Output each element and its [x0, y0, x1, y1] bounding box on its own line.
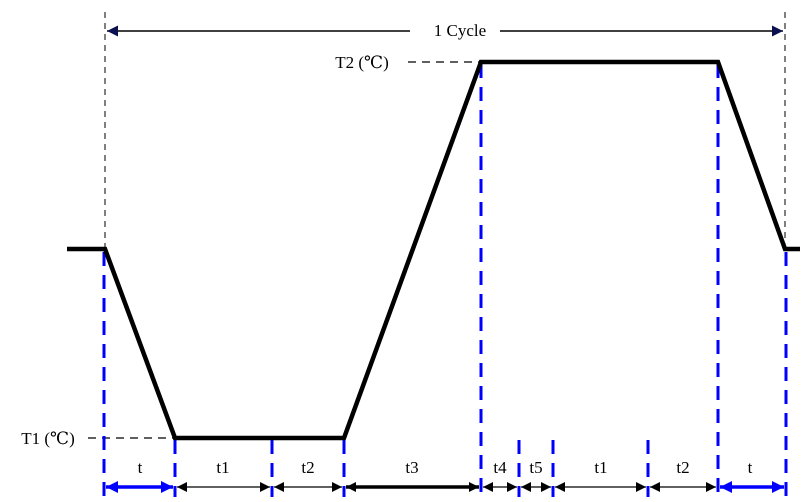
- segment-label-t-start: t: [138, 458, 143, 477]
- segment-label-t5: t5: [529, 458, 542, 477]
- segment-label-t4: t4: [493, 458, 507, 477]
- stage-boundaries: [102, 64, 788, 497]
- t2-label: T2 (℃): [335, 53, 388, 72]
- segment-label-t2-a: t2: [301, 458, 314, 477]
- segment-label-t1-b: t1: [594, 458, 607, 477]
- segment-label-t-end: t: [748, 458, 753, 477]
- segment-label-t3: t3: [405, 458, 418, 477]
- segment-label-t2-b: t2: [676, 458, 689, 477]
- segment-label-t1-a: t1: [216, 458, 229, 477]
- cycle-label: 1 Cycle: [434, 21, 486, 40]
- temperature-profile: [67, 59, 800, 441]
- t1-label: T1 (℃): [21, 429, 74, 448]
